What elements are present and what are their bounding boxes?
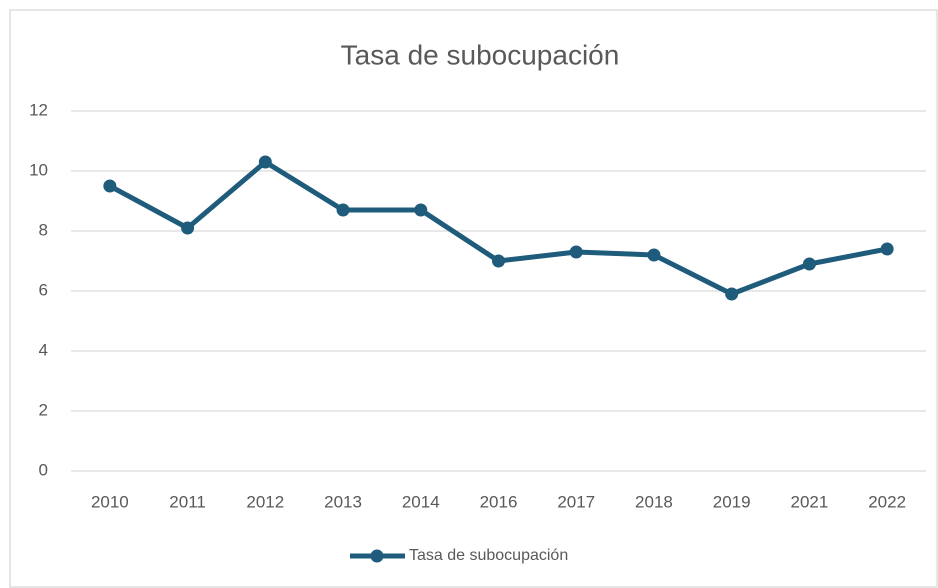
data-point xyxy=(258,155,272,169)
chart-frame xyxy=(9,9,938,588)
x-tick-label: 2022 xyxy=(868,492,906,511)
data-point xyxy=(802,257,816,271)
data-point xyxy=(181,221,195,235)
x-tick-label: 2016 xyxy=(480,492,518,511)
x-tick-label: 2021 xyxy=(790,492,828,511)
data-point xyxy=(880,242,894,256)
y-tick-label: 8 xyxy=(39,220,48,239)
x-tick-label: 2017 xyxy=(557,492,595,511)
data-point xyxy=(103,179,117,193)
y-tick-label: 2 xyxy=(39,400,48,419)
data-point xyxy=(414,203,428,217)
x-tick-label: 2018 xyxy=(635,492,673,511)
legend-label: Tasa de subocupación xyxy=(409,547,568,564)
y-tick-label: 6 xyxy=(39,280,48,299)
data-point xyxy=(647,248,661,262)
x-tick-label: 2010 xyxy=(91,492,129,511)
y-tick-label: 12 xyxy=(29,100,48,119)
y-tick-label: 4 xyxy=(39,340,48,359)
x-tick-label: 2013 xyxy=(324,492,362,511)
y-tick-label: 0 xyxy=(39,460,48,479)
x-tick-label: 2012 xyxy=(246,492,284,511)
chart-title: Tasa de subocupación xyxy=(341,39,620,70)
data-point xyxy=(492,254,505,268)
y-tick-label: 10 xyxy=(29,160,48,179)
legend-marker xyxy=(370,549,384,563)
x-tick-label: 2019 xyxy=(713,492,751,511)
data-point xyxy=(725,287,739,301)
x-tick-label: 2011 xyxy=(169,492,206,511)
x-tick-label: 2014 xyxy=(402,492,440,511)
data-point xyxy=(569,245,583,259)
data-point xyxy=(336,203,350,217)
